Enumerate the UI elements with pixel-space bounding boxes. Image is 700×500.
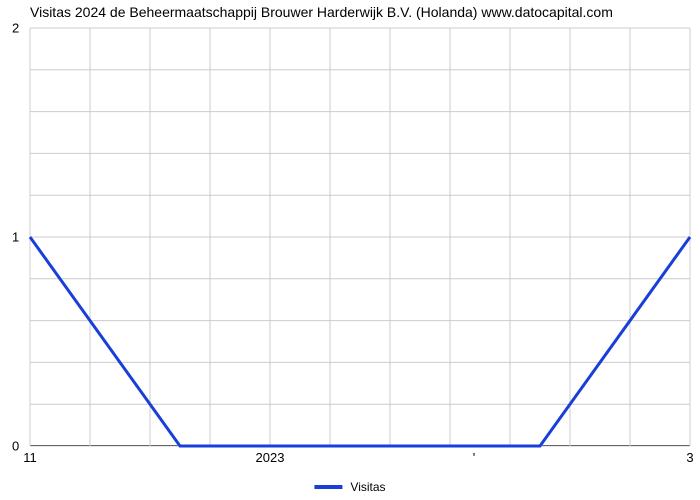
legend: Visitas [314, 480, 385, 494]
line-series [30, 237, 690, 446]
y-tick-label: 2 [12, 21, 19, 36]
x-tick-label: ' [473, 450, 475, 465]
legend-label: Visitas [350, 480, 385, 494]
x-tick-label: 11 [23, 450, 37, 465]
y-tick-label: 1 [12, 230, 19, 245]
y-tick-label: 0 [12, 439, 19, 454]
plot-svg [30, 28, 690, 446]
grid-lines [30, 28, 690, 446]
x-tick-label: 2023 [256, 450, 285, 465]
chart-title: Visitas 2024 de Beheermaatschappij Brouw… [30, 4, 613, 20]
legend-swatch [314, 485, 342, 489]
chart-container: Visitas 2024 de Beheermaatschappij Brouw… [0, 0, 700, 500]
x-tick-label: 3 [686, 450, 693, 465]
plot-area [30, 28, 690, 446]
